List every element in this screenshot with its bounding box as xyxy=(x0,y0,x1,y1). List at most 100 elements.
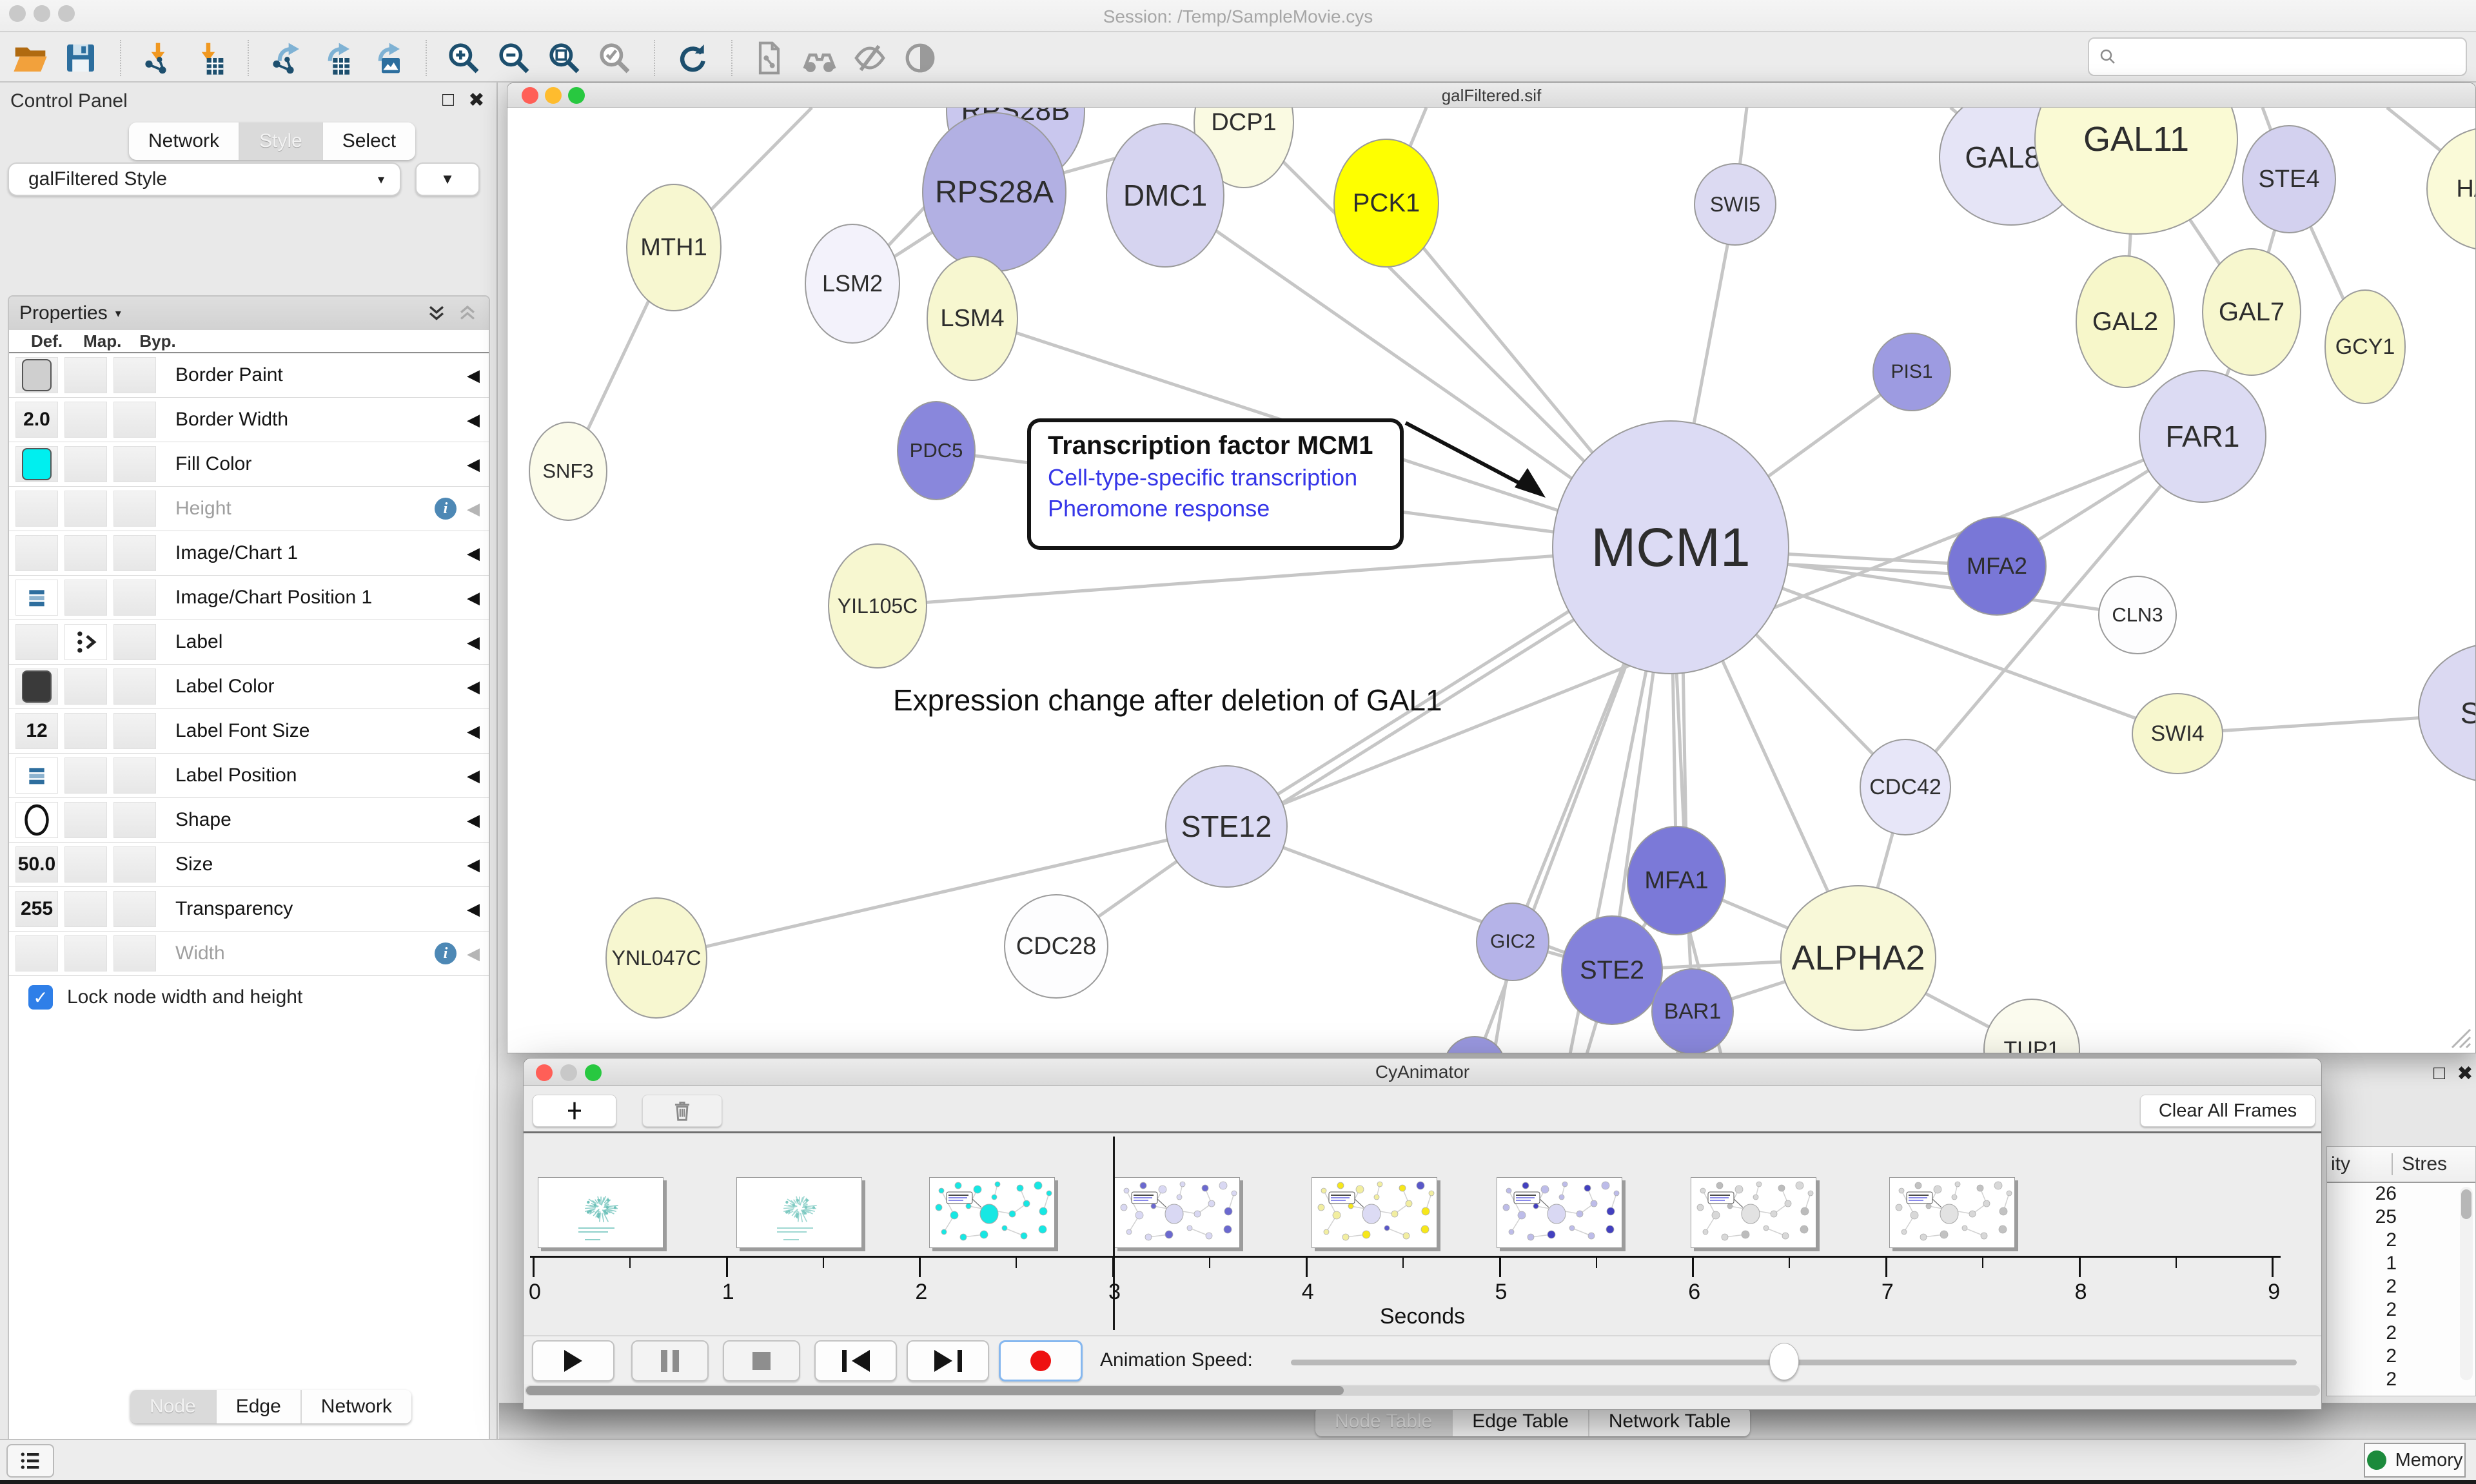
style-property-row[interactable]: Image/Chart Position 1 ◀ xyxy=(9,576,489,620)
timeline-scrollbar[interactable] xyxy=(525,1385,2320,1396)
maximize-window-icon[interactable] xyxy=(585,1064,602,1081)
network-node[interactable]: MTH1 xyxy=(626,184,722,311)
bypass-cell[interactable] xyxy=(113,846,156,883)
animation-frame-thumbnail[interactable] xyxy=(1312,1177,1437,1248)
style-property-row[interactable]: 255 Transparency ◀ xyxy=(9,887,489,932)
style-property-row[interactable]: 12 Label Font Size ◀ xyxy=(9,709,489,754)
network-node[interactable]: FAR1 xyxy=(2139,370,2266,503)
bypass-cell[interactable] xyxy=(113,669,156,705)
expand-property-icon[interactable]: ◀ xyxy=(467,632,480,652)
expand-property-icon[interactable]: ◀ xyxy=(467,587,480,607)
tab-select[interactable]: Select xyxy=(322,122,416,160)
float-panel-icon[interactable]: □ xyxy=(442,89,455,110)
animation-frame-thumbnail[interactable] xyxy=(1114,1177,1240,1248)
network-node[interactable]: MCM1 xyxy=(1552,420,1789,674)
mapping-cell[interactable] xyxy=(64,357,107,393)
chevron-down-icon[interactable]: ▾ xyxy=(115,306,121,320)
bypass-cell[interactable] xyxy=(113,491,156,527)
mapping-cell[interactable] xyxy=(64,891,107,927)
network-node[interactable]: ALPHA2 xyxy=(1780,885,1936,1031)
network-node[interactable]: PDC5 xyxy=(897,401,976,500)
table-scrollbar[interactable] xyxy=(2460,1187,2473,1380)
table-cell-value[interactable]: 25 xyxy=(2375,1206,2397,1227)
expand-property-icon[interactable]: ◀ xyxy=(467,454,480,474)
close-window-icon[interactable] xyxy=(536,1064,553,1081)
export-table-icon[interactable] xyxy=(316,39,356,77)
stop-button[interactable] xyxy=(723,1340,800,1381)
expand-property-icon[interactable]: ◀ xyxy=(467,498,480,518)
maximize-window-icon[interactable] xyxy=(568,87,585,104)
tab-network-table[interactable]: Network Table xyxy=(1589,1407,1751,1436)
save-session-icon[interactable] xyxy=(61,39,101,77)
close-panel-icon[interactable]: ✖ xyxy=(468,89,485,111)
network-node[interactable]: RPS28A xyxy=(922,112,1066,272)
bypass-cell[interactable] xyxy=(113,357,156,393)
network-node[interactable]: MFA1 xyxy=(1627,826,1726,935)
bypass-cell[interactable] xyxy=(113,757,156,794)
import-network-icon[interactable] xyxy=(138,39,178,77)
bypass-cell[interactable] xyxy=(113,802,156,838)
expand-property-icon[interactable]: ◀ xyxy=(467,943,480,963)
default-value-cell[interactable] xyxy=(15,757,58,794)
animation-frame-thumbnail[interactable] xyxy=(1691,1177,1816,1248)
timeline-scrollbar-thumb[interactable] xyxy=(526,1386,1344,1395)
network-node[interactable]: CLN3 xyxy=(2098,576,2177,654)
delete-frame-button[interactable] xyxy=(642,1095,722,1127)
network-node[interactable]: MFA2 xyxy=(1947,516,2047,616)
maximize-window-icon[interactable] xyxy=(58,5,75,22)
expand-property-icon[interactable]: ◀ xyxy=(467,899,480,919)
network-node[interactable]: STE12 xyxy=(1165,765,1288,888)
network-node[interactable]: CDC42 xyxy=(1860,739,1951,835)
network-node[interactable]: GIC2 xyxy=(1476,903,1549,981)
close-window-icon[interactable] xyxy=(9,5,26,22)
minimize-window-icon[interactable] xyxy=(560,1064,577,1081)
bypass-cell[interactable] xyxy=(113,580,156,616)
mapping-cell[interactable] xyxy=(64,535,107,571)
mapping-cell[interactable] xyxy=(64,624,107,660)
zoom-fit-icon[interactable] xyxy=(544,39,584,77)
animation-frame-thumbnail[interactable] xyxy=(538,1177,663,1248)
record-button[interactable] xyxy=(999,1340,1083,1381)
network-node[interactable]: STE2 xyxy=(1561,915,1663,1025)
expand-property-icon[interactable]: ◀ xyxy=(467,409,480,429)
network-node[interactable]: GCY1 xyxy=(2324,289,2406,404)
mapping-cell[interactable] xyxy=(64,580,107,616)
table-cell-value[interactable]: 2 xyxy=(2386,1229,2397,1251)
network-canvas[interactable]: RPS28BDCP1RPS28ADMC1PCK1SWI5GAL80GAL11ST… xyxy=(507,108,2475,1053)
style-property-row[interactable]: Border Paint ◀ xyxy=(9,353,489,398)
table-cell-value[interactable]: 1 xyxy=(2386,1253,2397,1274)
minimize-window-icon[interactable] xyxy=(545,87,562,104)
tab-network[interactable]: Network xyxy=(301,1390,411,1423)
table-column-header[interactable]: Stres xyxy=(2392,1153,2447,1175)
last-frame-button[interactable] xyxy=(907,1340,989,1381)
style-property-row[interactable]: Label ◀ xyxy=(9,620,489,665)
network-node[interactable]: PCK1 xyxy=(1333,139,1439,268)
table-cell-value[interactable]: 2 xyxy=(2386,1345,2397,1367)
bypass-cell[interactable] xyxy=(113,713,156,749)
default-value-cell[interactable] xyxy=(15,935,58,971)
network-node[interactable]: SWI5 xyxy=(1694,163,1776,246)
import-table-icon[interactable] xyxy=(188,39,228,77)
default-value-cell[interactable] xyxy=(15,580,58,616)
style-property-row[interactable]: Shape ◀ xyxy=(9,798,489,843)
table-column-header[interactable]: ity xyxy=(2331,1153,2350,1175)
info-icon[interactable]: i xyxy=(435,942,457,964)
style-property-row[interactable]: Width i ◀ xyxy=(9,932,489,976)
annotation-link[interactable]: Pheromone response xyxy=(1048,495,1270,522)
table-cell-value[interactable]: 2 xyxy=(2386,1276,2397,1297)
network-caption[interactable]: Expression change after deletion of GAL1 xyxy=(893,683,1442,717)
bypass-cell[interactable] xyxy=(113,891,156,927)
table-cell-value[interactable]: 2 xyxy=(2386,1299,2397,1320)
network-node[interactable]: BAR1 xyxy=(1651,968,1734,1053)
network-node[interactable]: LSM4 xyxy=(927,256,1018,381)
search-input[interactable] xyxy=(2117,46,2440,67)
expand-property-icon[interactable]: ◀ xyxy=(467,810,480,830)
network-node[interactable]: YNL047C xyxy=(605,897,707,1019)
bypass-cell[interactable] xyxy=(113,446,156,482)
network-node[interactable]: STE4 xyxy=(2242,125,2336,233)
expand-property-icon[interactable]: ◀ xyxy=(467,721,480,741)
default-value-cell[interactable] xyxy=(15,357,58,393)
mapping-cell[interactable] xyxy=(64,446,107,482)
network-node[interactable]: SWI4 xyxy=(2132,693,2223,774)
default-value-cell[interactable]: 50.0 xyxy=(15,846,58,883)
